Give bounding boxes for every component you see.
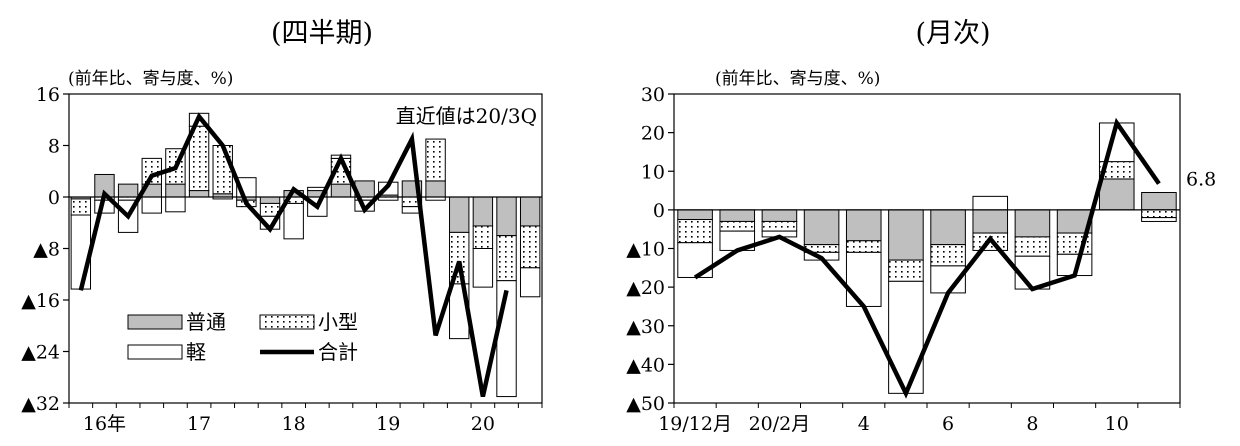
bar-segment-小型: [1141, 209, 1177, 219]
bar-segment-普通: [677, 209, 713, 221]
legend-label-合計: 合計: [318, 340, 358, 364]
bar-segment-軽: [519, 267, 541, 298]
y-tick-label: 0: [48, 187, 60, 209]
bar-segment-小型: [425, 138, 446, 182]
bar-segment-小型: [677, 219, 713, 244]
legend-swatch-小型: [259, 314, 315, 330]
y-tick-label: 0: [653, 200, 665, 222]
bar-segment-普通: [496, 196, 517, 237]
y-tick-label: ▲10: [626, 239, 665, 261]
total-line: [693, 117, 1161, 399]
y-tick-label: ▲24: [21, 342, 60, 364]
bar-segment-軽: [141, 196, 162, 214]
legend-swatch-軽: [127, 344, 183, 360]
x-tick-label: 8: [1026, 413, 1038, 435]
y-tick-label: ▲40: [626, 354, 665, 376]
left-chart-subtitle: (前年比、寄与度、%): [68, 69, 233, 89]
bar-segment-軽: [888, 280, 924, 394]
bar-segment-軽: [472, 248, 494, 288]
x-tick-label: 10: [1105, 413, 1129, 435]
end-value-label: 6.8: [1186, 169, 1216, 191]
bar-segment-軽: [283, 202, 304, 240]
bar-segment-小型: [888, 259, 924, 282]
x-tick-label: 20/2月: [749, 413, 811, 435]
left-chart-plot: 16 8 0 ▲8 ▲16 ▲24 ▲32 16年 17 18 19 20 直近値は20/3Q 普通 小型軽…: [21, 84, 543, 435]
bar-segment-普通: [761, 209, 798, 222]
bar-segment-小型: [761, 220, 798, 232]
bar-segment-普通: [719, 209, 756, 222]
right-chart-subtitle: (前年比、寄与度、%): [715, 69, 880, 89]
y-tick-label: 8: [48, 136, 60, 158]
x-tick-label: 20: [471, 413, 495, 435]
bar-segment-普通: [972, 209, 1009, 234]
bar-segment-普通: [845, 209, 882, 242]
x-tick-label: 17: [187, 413, 211, 435]
x-tick-label: 16年: [83, 413, 126, 435]
bar-segment-普通: [330, 183, 352, 198]
x-tick-label: 18: [282, 413, 306, 435]
bar-segment-普通: [425, 180, 446, 198]
bar-segment-普通: [888, 209, 924, 261]
y-tick-label: 16: [36, 84, 60, 106]
bar-segment-小型: [212, 145, 233, 195]
right-chart-title: (月次): [915, 18, 990, 49]
bar-segment-小型: [472, 225, 494, 249]
bar-segment-普通: [1014, 209, 1051, 238]
x-tick-label: 6: [942, 413, 954, 435]
y-tick-label: ▲16: [21, 290, 60, 312]
bar-segment-小型: [496, 235, 517, 282]
left-chart-title: (四半期): [271, 18, 373, 49]
bar-segment-小型: [1014, 236, 1051, 257]
legend-label-小型: 小型: [318, 310, 358, 334]
bar-segment-小型: [519, 225, 541, 269]
y-tick-label: ▲20: [626, 277, 665, 299]
bar-segment-軽: [972, 195, 1009, 211]
bar-segment-普通: [188, 190, 210, 198]
bar-segment-軽: [165, 196, 186, 213]
bar-segment-小型: [70, 198, 92, 216]
bar-segment-小型: [845, 240, 882, 253]
bar-segment-小型: [719, 220, 756, 232]
bar-segment-普通: [259, 196, 281, 204]
recent-value-annotation: 直近値は20/3Q: [396, 104, 537, 128]
x-tick-label: 19/12月: [658, 413, 732, 435]
y-tick-label: 10: [641, 161, 665, 183]
y-tick-label: ▲50: [626, 393, 665, 415]
bar-segment-普通: [803, 209, 840, 246]
legend-swatch-普通: [127, 314, 183, 330]
y-tick-label: ▲32: [21, 393, 60, 415]
y-tick-label: 30: [641, 84, 665, 106]
bar-segment-普通: [930, 209, 966, 246]
bar-segment-普通: [519, 196, 541, 227]
y-tick-label: ▲8: [33, 239, 60, 261]
bar-segment-普通: [449, 196, 470, 233]
x-tick-label: 19: [376, 413, 400, 435]
bar-segment-普通: [472, 196, 494, 227]
bar-segment-軽: [1141, 217, 1177, 222]
x-tick-label: 4: [858, 413, 870, 435]
bar-segment-小型: [930, 244, 966, 267]
y-tick-label: 20: [641, 123, 665, 145]
bar-segment-普通: [1098, 178, 1135, 211]
legend-label-軽: 軽: [186, 340, 206, 364]
bar-segment-普通: [1141, 191, 1177, 211]
bar-segment-普通: [117, 183, 139, 198]
bar-segment-普通: [165, 183, 186, 198]
bar-segment-軽: [70, 214, 92, 290]
y-tick-label: ▲30: [626, 316, 665, 338]
bar-segment-軽: [845, 251, 882, 307]
legend-label-普通: 普通: [186, 310, 226, 334]
